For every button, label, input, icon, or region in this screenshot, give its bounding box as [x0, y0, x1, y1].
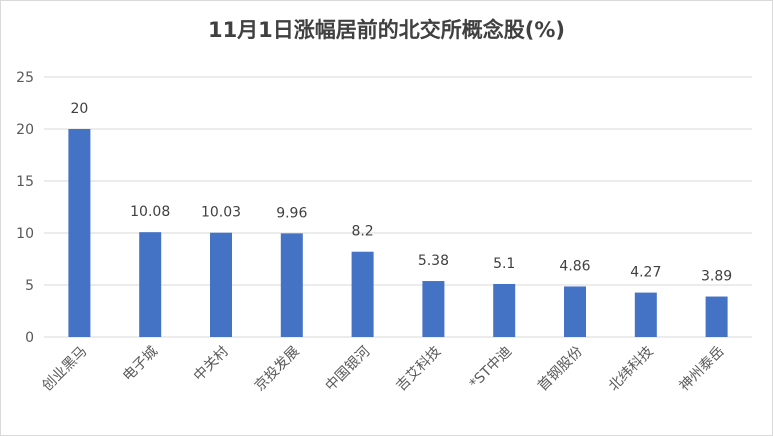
data-label: 20	[70, 101, 88, 117]
category-label: 创业黑马	[39, 344, 90, 395]
bar	[210, 232, 232, 337]
data-labels: 20 10.08 10.03 9.96 8.2 5.38 5.1 4.86 4.27 3.89	[70, 101, 732, 285]
category-label: 神州泰岳	[677, 344, 728, 395]
bar	[280, 233, 303, 337]
data-label: 5.38	[418, 253, 449, 269]
y-tick-label: 0	[25, 330, 34, 346]
category-label: *ST中迪	[467, 344, 515, 392]
y-axis-ticks: 0 5 10 15 20 25	[16, 70, 34, 346]
y-tick-label: 20	[16, 122, 34, 138]
data-label: 3.89	[701, 269, 732, 285]
category-label: 中国银河	[323, 344, 374, 395]
category-label: 首钢股份	[535, 344, 586, 395]
data-label: 5.1	[493, 256, 515, 272]
bar	[422, 281, 445, 337]
category-label: 京投发展	[252, 344, 303, 395]
bar	[351, 251, 374, 337]
bar	[705, 296, 728, 337]
data-label: 4.27	[630, 265, 661, 281]
chart-title: 11月1日涨幅居前的北交所概念股(%)	[207, 18, 566, 42]
bar	[564, 286, 586, 337]
data-label: 8.2	[351, 224, 373, 240]
y-tick-label: 15	[16, 174, 34, 190]
data-label: 10.03	[201, 205, 241, 221]
y-tick-label: 10	[16, 226, 34, 242]
category-label: 北纬科技	[606, 344, 657, 395]
gridlines	[44, 76, 752, 338]
bar	[68, 129, 91, 337]
bar	[634, 292, 657, 337]
bar	[493, 283, 516, 337]
y-tick-label: 25	[16, 70, 34, 86]
bars	[68, 129, 728, 337]
data-label: 10.08	[130, 204, 170, 220]
category-label: 中关村	[191, 344, 232, 385]
category-labels: 创业黑马 电子城 中关村 京投发展 中国银河 吉艾科技 *ST中迪 首钢股份 北纬科技 神州泰岳	[39, 344, 727, 395]
category-label: 电子城	[120, 344, 161, 385]
bar	[139, 232, 162, 337]
y-tick-label: 5	[25, 278, 34, 294]
data-label: 4.86	[559, 258, 590, 274]
category-label: 吉艾科技	[393, 344, 444, 395]
data-label: 9.96	[276, 205, 307, 221]
